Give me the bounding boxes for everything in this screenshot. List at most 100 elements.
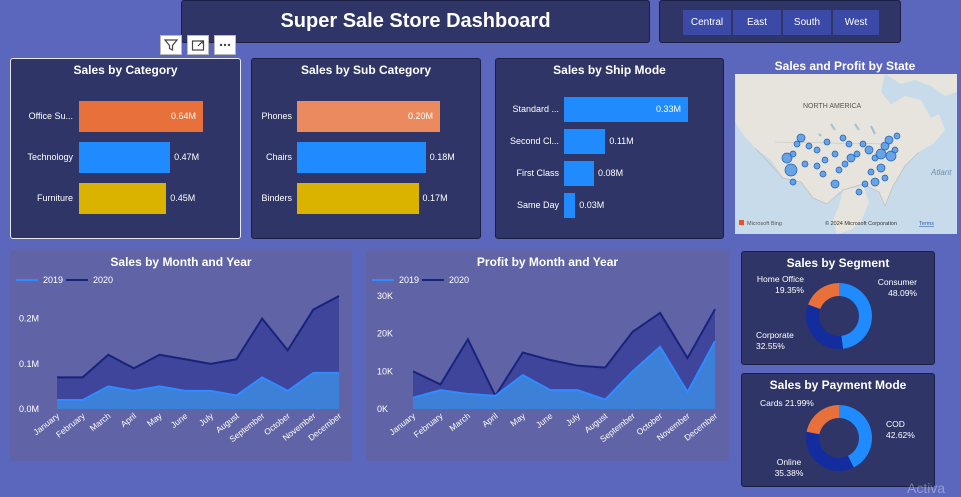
map-copyright: © 2024 Microsoft Corporation <box>825 220 897 227</box>
series-line-2019[interactable] <box>412 340 716 401</box>
state-bubble[interactable] <box>831 150 839 158</box>
state-bubble[interactable] <box>891 146 899 154</box>
series-line-2019[interactable] <box>57 371 339 401</box>
profit-by-month-year-title: Profit by Month and Year <box>476 255 619 269</box>
donut-slice[interactable] <box>806 405 839 435</box>
state-bubble[interactable] <box>864 145 874 155</box>
state-bubble[interactable] <box>839 134 847 142</box>
bar-value-label: 0.03M <box>579 199 605 210</box>
donut-slice[interactable] <box>839 405 872 468</box>
state-bubble[interactable] <box>789 178 797 186</box>
legend-2019[interactable]: 2019 <box>16 275 63 285</box>
state-bubble[interactable] <box>813 146 821 154</box>
state-bubble[interactable] <box>875 148 887 160</box>
us-map[interactable]: NORTH AMERICA Atlant Microsoft Bing © 20… <box>735 74 957 234</box>
donut-slice-name: Cards 21.99% <box>760 398 814 408</box>
map-terms-link[interactable]: Terms <box>919 221 934 227</box>
x-tick-label: July <box>197 410 216 428</box>
bar[interactable] <box>564 161 595 186</box>
state-bubble[interactable] <box>853 150 861 158</box>
bar[interactable] <box>297 183 419 214</box>
donut-slice-name: COD <box>886 419 905 429</box>
donut-slice-name: Home Office <box>757 274 804 284</box>
bar-value-label: 0.17M <box>422 192 448 203</box>
sales-by-payment-mode-panel[interactable]: Sales by Payment Mode COD 42.62% Online 35.… <box>741 373 935 487</box>
filter-icon[interactable] <box>160 35 182 55</box>
state-bubbles[interactable] <box>781 132 901 196</box>
legend-2020[interactable]: 2020 <box>422 275 469 285</box>
state-bubble[interactable] <box>805 142 813 150</box>
state-bubble[interactable] <box>884 135 894 145</box>
bar[interactable] <box>79 183 167 214</box>
bar[interactable] <box>297 101 440 132</box>
series-line-2020[interactable] <box>412 308 716 398</box>
state-bubble[interactable] <box>835 166 843 174</box>
state-bubble[interactable] <box>830 179 840 189</box>
slicer-option-east[interactable]: East <box>732 9 782 36</box>
sales-by-segment-title: Sales by Segment <box>786 256 890 270</box>
y-tick-label: 0K <box>377 404 388 414</box>
map-continent-label: NORTH AMERICA <box>803 103 862 110</box>
state-bubble[interactable] <box>823 138 831 146</box>
sales-by-segment-panel[interactable]: Sales by Segment Consumer 48.09% Corporate… <box>741 251 935 365</box>
state-bubble[interactable] <box>861 180 869 188</box>
sales-by-month-year-panel[interactable]: Sales by Month and Year 2019 2020 0.0M 0.… <box>10 250 352 461</box>
sales-by-category-panel[interactable]: Sales by Category Office Su... 0.64M Techn… <box>10 58 241 239</box>
bar[interactable] <box>79 101 203 132</box>
state-bubble[interactable] <box>881 174 889 182</box>
focus-mode-icon[interactable] <box>187 35 209 55</box>
state-bubble[interactable] <box>885 150 897 162</box>
state-bubble[interactable] <box>781 152 793 164</box>
state-bubble[interactable] <box>859 140 867 148</box>
state-bubble[interactable] <box>793 140 801 148</box>
bar-category-label: Furniture <box>36 192 73 203</box>
legend-2019[interactable]: 2019 <box>372 275 419 285</box>
bar-category-label: Binders <box>261 192 292 203</box>
donut-slice-percent: 35.38% <box>775 468 804 478</box>
bar[interactable] <box>79 142 171 173</box>
state-bubble[interactable] <box>796 133 806 143</box>
bar-value-label: 0.08M <box>598 167 624 178</box>
state-bubble[interactable] <box>846 153 856 163</box>
series-line-2020[interactable] <box>57 295 340 379</box>
x-tick-label: February <box>54 410 88 439</box>
state-bubble[interactable] <box>789 150 797 158</box>
donut-slice[interactable] <box>839 283 872 349</box>
state-bubble[interactable] <box>845 140 853 148</box>
bar[interactable] <box>564 129 606 154</box>
state-bubble[interactable] <box>893 132 901 140</box>
more-options-icon[interactable] <box>214 35 236 55</box>
state-bubble[interactable] <box>876 163 886 173</box>
bar[interactable] <box>564 193 576 218</box>
bar[interactable] <box>564 97 688 122</box>
state-bubble[interactable] <box>880 141 890 151</box>
profit-by-month-year-panel[interactable]: Profit by Month and Year 2019 2020 0K 10K… <box>366 250 729 461</box>
slicer-option-west[interactable]: West <box>832 9 880 36</box>
donut-slice[interactable] <box>806 304 843 349</box>
sales-by-ship-mode-panel[interactable]: Sales by Ship Mode Standard ... 0.33M Seco… <box>495 58 724 239</box>
state-bubble[interactable] <box>821 156 829 164</box>
state-bubble[interactable] <box>819 170 827 178</box>
state-bubble[interactable] <box>841 160 849 168</box>
sales-by-sub-category-panel[interactable]: Sales by Sub Category Phones 0.20M Chairs 0… <box>251 58 481 239</box>
state-bubble[interactable] <box>801 160 809 168</box>
sales-profit-by-state-panel[interactable]: Sales and Profit by State NORTH AMERICA … <box>733 57 957 235</box>
state-bubble[interactable] <box>813 162 821 170</box>
state-bubble[interactable] <box>855 188 863 196</box>
slicer-option-south[interactable]: South <box>782 9 832 36</box>
x-tick-label: March <box>88 411 113 434</box>
state-bubble[interactable] <box>784 163 798 177</box>
slicer-option-central[interactable]: Central <box>682 9 732 36</box>
donut-slice[interactable] <box>808 283 839 310</box>
bar-category-label: Office Su... <box>28 110 73 121</box>
donut-slice[interactable] <box>806 431 854 471</box>
series-area-2019 <box>413 341 715 409</box>
bar[interactable] <box>297 142 426 173</box>
bar-value-label: 0.64M <box>171 110 197 121</box>
x-tick-label: February <box>412 410 446 439</box>
state-bubble[interactable] <box>867 168 875 176</box>
state-bubble[interactable] <box>870 177 880 187</box>
legend-2020[interactable]: 2020 <box>66 275 113 285</box>
donut-slice-percent: 42.62% <box>886 430 915 440</box>
